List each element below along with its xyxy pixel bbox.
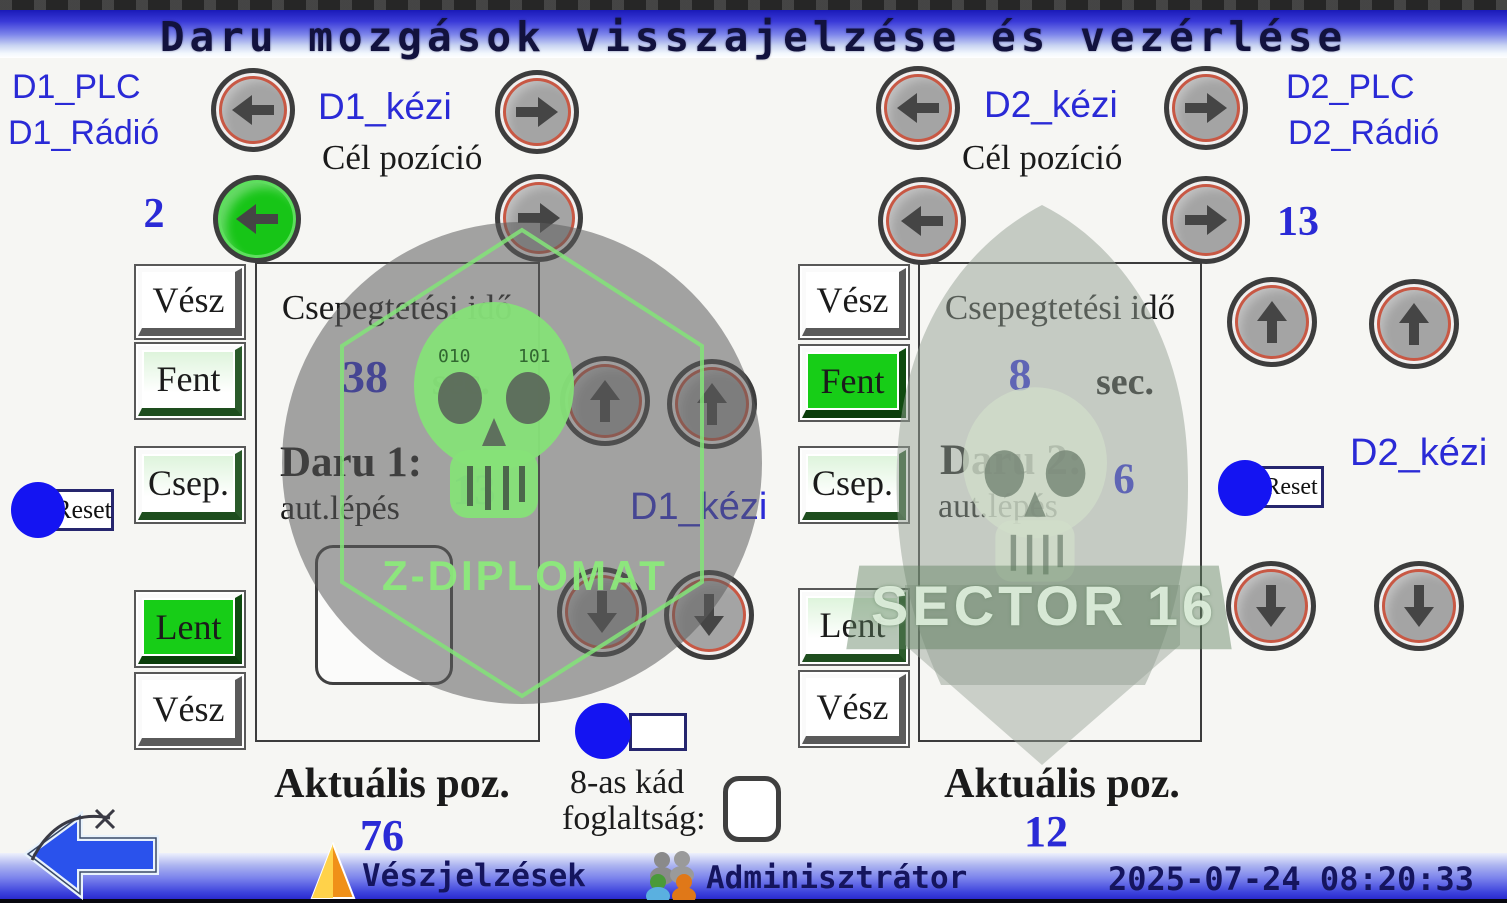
d1-target-left-button[interactable] <box>213 175 301 263</box>
arrow-down-icon <box>587 589 617 635</box>
d2-actual-pos-value: 12 <box>1024 807 1068 856</box>
d1-manual-side-label: D1_kézi <box>630 486 768 528</box>
arrow-right-icon <box>514 97 560 127</box>
d1-plc-label: D1_PLC <box>12 68 141 106</box>
d2-name-label: Daru 2: <box>940 437 1083 484</box>
arrow-left-icon <box>895 93 941 123</box>
d2-up-button[interactable]: Fent <box>798 344 910 422</box>
d1-actual-pos-value: 76 <box>360 811 404 860</box>
d2-emergency-bottom-button[interactable]: Vész <box>798 670 910 748</box>
arrow-up-icon <box>1257 299 1287 345</box>
d1-drip-time-label: Csepegtetési idő <box>281 288 513 327</box>
d2-target-right-button[interactable] <box>1162 176 1250 264</box>
d2-drip-time-label: Csepegtetési idő <box>944 288 1176 327</box>
d1-hoist-down-button-2[interactable] <box>664 570 754 660</box>
kad8-label-line2: foglaltság: <box>562 800 706 837</box>
top-strip <box>0 0 1507 10</box>
arrow-left-icon <box>230 95 276 125</box>
d2-hoist-down-button-1[interactable] <box>1226 561 1316 651</box>
warning-triangle-icon <box>310 842 356 899</box>
d2-drip-time-value: 8 <box>1008 349 1032 400</box>
arrow-left-icon <box>899 206 945 236</box>
d1-drip-button[interactable]: Csep. <box>134 446 246 524</box>
kad8-indicator-dot <box>575 703 631 759</box>
d2-autostep-label: aut.lépés <box>938 488 1058 525</box>
d1-radio-label: D1_Rádió <box>8 114 160 152</box>
arrow-up-icon <box>590 378 620 424</box>
d2-sec-label: sec. <box>1096 361 1155 403</box>
title-bar: Daru mozgások visszajelzése és vezérlése <box>0 10 1507 61</box>
arrow-right-icon <box>1183 205 1229 235</box>
d2-hoist-down-button-2[interactable] <box>1374 561 1464 651</box>
d2-target-label: Cél pozíció <box>962 138 1123 177</box>
arrow-right-icon <box>1183 93 1229 123</box>
d1-hoist-down-button-1[interactable] <box>557 567 647 657</box>
page-title: Daru mozgások visszajelzése és vezérlése <box>159 13 1348 61</box>
d2-reset-indicator <box>1218 460 1272 516</box>
d2-plc-label: D2_PLC <box>1286 68 1415 106</box>
d2-autostep-value: 6 <box>1113 456 1135 503</box>
d2-actual-pos-label: Aktuális poz. <box>944 761 1180 807</box>
d1-reset-indicator <box>11 482 65 538</box>
d1-autostep-value: 13 <box>452 467 496 514</box>
d1-name-label: Daru 1: <box>280 439 423 486</box>
status-bar <box>0 853 1507 899</box>
d1-manual-label: D1_kézi <box>318 86 452 127</box>
d1-target-right-button[interactable] <box>495 174 583 262</box>
d1-reset-button[interactable]: Reset <box>52 489 114 531</box>
d2-radio-label: D2_Rádió <box>1288 114 1440 152</box>
arrow-right-icon <box>516 203 562 233</box>
d2-hoist-up-button-2[interactable] <box>1369 279 1459 369</box>
d1-hoist-up-button-1[interactable] <box>560 356 650 446</box>
datetime-label: 2025-07-24 08:20:33 <box>1108 860 1475 898</box>
d1-emergency-bottom-button[interactable]: Vész <box>134 672 246 750</box>
d2-down-button[interactable]: Lent <box>798 588 910 666</box>
d1-manual-left-button[interactable] <box>211 68 295 152</box>
d2-manual-left-button[interactable] <box>876 66 960 150</box>
d2-target-left-button[interactable] <box>878 177 966 265</box>
d1-target-value: 2 <box>143 191 165 237</box>
d1-target-label: Cél pozíció <box>322 138 483 177</box>
back-arrow-icon[interactable] <box>18 802 168 902</box>
bottom-edge <box>0 899 1507 903</box>
d1-autostep-label: aut.lépés <box>280 490 400 527</box>
d1-drip-time-value: 38 <box>342 351 388 402</box>
d2-manual-side-label: D2_kézi <box>1350 432 1488 474</box>
d2-emergency-top-button[interactable]: Vész <box>798 264 910 340</box>
d1-manual-right-button[interactable] <box>495 70 579 154</box>
arrow-up-icon <box>697 381 727 427</box>
arrow-down-icon <box>1256 583 1286 629</box>
arrow-down-icon <box>1404 583 1434 629</box>
kad8-indicator-box <box>629 713 687 751</box>
d1-emergency-top-button[interactable]: Vész <box>134 264 246 340</box>
d2-manual-right-button[interactable] <box>1164 66 1248 150</box>
d2-target-value: 13 <box>1277 199 1319 245</box>
arrow-up-icon <box>1399 301 1429 347</box>
alarms-button[interactable]: Vészjelzések <box>362 858 586 894</box>
d1-down-button[interactable]: Lent <box>134 590 246 668</box>
d1-actual-pos-label: Aktuális poz. <box>274 761 510 807</box>
kad8-checkbox[interactable] <box>723 776 781 842</box>
user-label: Adminisztrátor <box>706 860 968 896</box>
d1-state-box <box>315 545 453 685</box>
d2-manual-label: D2_kézi <box>984 84 1118 125</box>
kad8-label-line1: 8-as kád <box>570 764 685 801</box>
d2-hoist-up-button-1[interactable] <box>1227 277 1317 367</box>
d2-drip-button[interactable]: Csep. <box>798 446 910 524</box>
arrow-down-icon <box>694 592 724 638</box>
d1-up-button[interactable]: Fent <box>134 342 246 420</box>
d1-sec-label: sec. <box>432 361 491 403</box>
users-icon <box>646 851 696 900</box>
d1-hoist-up-button-2[interactable] <box>667 359 757 449</box>
arrow-left-icon <box>234 204 280 234</box>
